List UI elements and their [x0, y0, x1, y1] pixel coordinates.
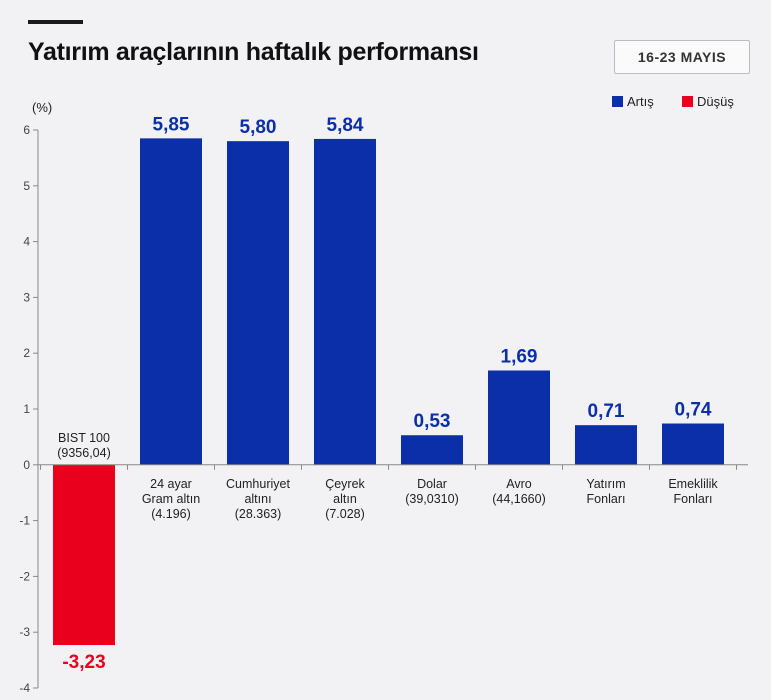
- y-tick-label: -2: [19, 569, 30, 583]
- bar-value-label: 5,85: [153, 114, 190, 135]
- category-label: Cumhuriyet: [226, 477, 290, 491]
- y-tick-label: 4: [23, 235, 30, 249]
- category-label: altını: [244, 492, 271, 506]
- legend-label: Düşüş: [697, 94, 734, 109]
- legend-swatch: [682, 96, 693, 107]
- bar-value-label: 5,84: [327, 115, 364, 136]
- bar-value-label: 0,71: [588, 401, 625, 422]
- bar: [53, 464, 115, 646]
- category-label: Gram altın: [142, 492, 200, 506]
- bar-value-label: 5,80: [240, 117, 277, 138]
- y-tick-label: -1: [19, 514, 30, 528]
- y-tick-label: 5: [23, 179, 30, 193]
- category-label: altın: [333, 492, 357, 506]
- category-label: (7.028): [325, 507, 365, 521]
- y-axis-unit-label: (%): [32, 100, 52, 115]
- bar: [227, 141, 289, 465]
- bar: [314, 138, 376, 465]
- category-label: Çeyrek: [325, 477, 365, 491]
- category-label: (4.196): [151, 507, 191, 521]
- y-tick-label: 0: [23, 458, 30, 472]
- y-tick-label: 2: [23, 346, 30, 360]
- bar: [662, 423, 724, 465]
- y-tick-label: 1: [23, 402, 30, 416]
- category-label: BIST 100: [58, 431, 110, 445]
- category-label: (44,1660): [492, 492, 546, 506]
- bar-value-label: 1,69: [501, 346, 538, 367]
- category-label: Fonları: [674, 492, 713, 506]
- header-accent-bar: [28, 20, 83, 24]
- category-label: (9356,04): [57, 446, 111, 460]
- bar: [140, 138, 202, 465]
- bar: [401, 435, 463, 465]
- category-label: Dolar: [417, 477, 447, 491]
- bar: [488, 370, 550, 465]
- bar-value-label: 0,53: [414, 411, 451, 432]
- category-label: (39,0310): [405, 492, 459, 506]
- y-tick-label: -4: [19, 681, 30, 695]
- legend-label: Artış: [627, 94, 654, 109]
- category-label: (28.363): [235, 507, 282, 521]
- category-label: 24 ayar: [150, 477, 192, 491]
- category-label: Emeklilik: [668, 477, 718, 491]
- category-label: Avro: [506, 477, 532, 491]
- y-tick-label: 3: [23, 290, 30, 304]
- y-tick-label: -3: [19, 625, 30, 639]
- y-tick-label: 6: [23, 123, 30, 137]
- category-label: Yatırım: [586, 477, 625, 491]
- bar-value-label: -3,23: [62, 652, 105, 673]
- bar: [575, 425, 637, 465]
- legend-swatch: [612, 96, 623, 107]
- chart-title: Yatırım araçlarının haftalık performansı: [28, 38, 479, 66]
- date-range-badge: 16-23 MAYIS: [614, 40, 750, 74]
- category-label: Fonları: [587, 492, 626, 506]
- bar-value-label: 0,74: [675, 400, 712, 421]
